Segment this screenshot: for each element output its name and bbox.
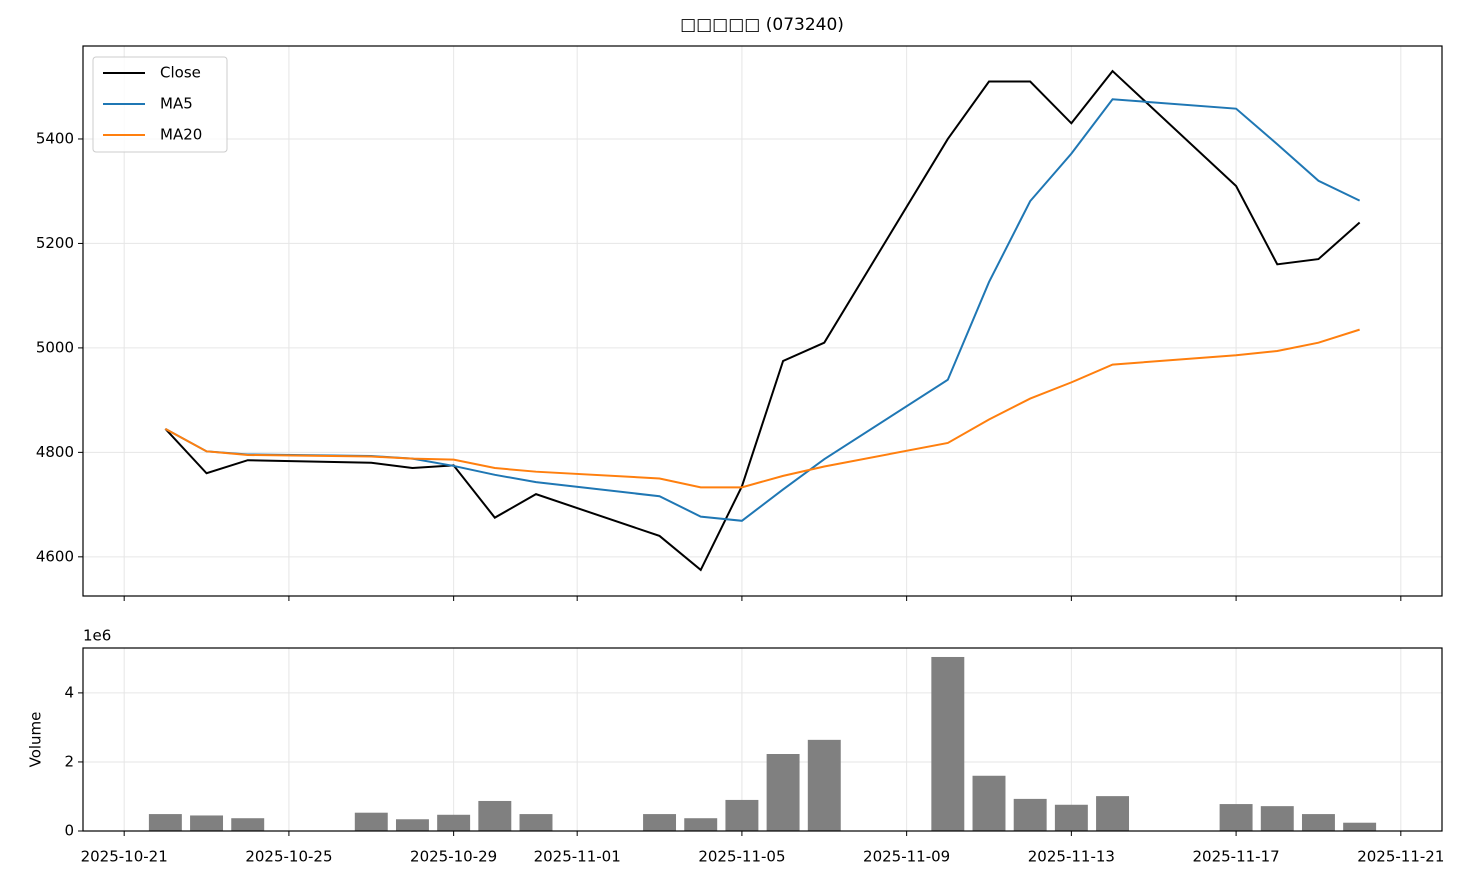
line-series <box>164 69 1361 572</box>
offset-label: 1e6 <box>83 627 111 645</box>
legend-label: MA5 <box>160 95 193 113</box>
volume-bar <box>231 818 265 831</box>
volume-bar <box>395 819 429 831</box>
volume-bar <box>519 814 553 831</box>
y-tick-label: 5400 <box>36 129 74 147</box>
plot-frame <box>82 45 1443 597</box>
y-tick-label: 5200 <box>36 234 74 252</box>
plot-frame <box>82 647 1443 832</box>
volume-bar <box>1013 798 1047 831</box>
x-tick-label: 2025-10-25 <box>245 848 332 866</box>
x-tick-label: 2025-11-05 <box>698 848 785 866</box>
line-series <box>164 98 1361 522</box>
y-tick-label: 4800 <box>36 443 74 461</box>
volume-bar <box>478 800 512 831</box>
chart-title: □□□□□ (073240) <box>680 15 844 35</box>
y-tick-label: 4600 <box>36 547 74 565</box>
volume-bar <box>643 814 677 831</box>
volume-bar <box>1301 814 1335 831</box>
volume-bar <box>437 814 471 831</box>
line-series <box>164 328 1360 489</box>
volume-bar <box>1343 822 1377 831</box>
volume-bar <box>1219 804 1253 831</box>
volume-bar <box>190 815 224 831</box>
volume-bar <box>931 656 965 831</box>
volume-bar <box>807 739 841 831</box>
x-tick-label: 2025-11-13 <box>1028 848 1115 866</box>
y-tick-label: 5000 <box>36 338 74 356</box>
x-tick-label: 2025-10-29 <box>410 848 497 866</box>
legend-box <box>92 56 228 153</box>
legend-label: Close <box>160 64 201 82</box>
x-tick-label: 2025-11-21 <box>1357 848 1444 866</box>
volume-bar <box>1054 804 1088 831</box>
x-tick-label: 2025-10-21 <box>81 848 168 866</box>
x-tick-label: 2025-11-01 <box>534 848 621 866</box>
volume-bar <box>1096 796 1130 831</box>
y-tick-label: 0 <box>64 822 74 840</box>
volume-bar <box>684 818 718 831</box>
x-tick-label: 2025-11-09 <box>863 848 950 866</box>
volume-bar <box>972 775 1006 831</box>
volume-bar <box>354 812 388 831</box>
legend-label: MA20 <box>160 126 202 144</box>
volume-bar <box>148 814 182 831</box>
volume-bar <box>1260 806 1294 831</box>
y-tick-label: 4 <box>64 683 74 701</box>
x-tick-label: 2025-11-17 <box>1192 848 1279 866</box>
y-axis-label: Volume <box>27 712 45 768</box>
volume-bar <box>766 754 800 831</box>
y-tick-label: 2 <box>64 752 74 770</box>
volume-bar <box>725 799 759 831</box>
